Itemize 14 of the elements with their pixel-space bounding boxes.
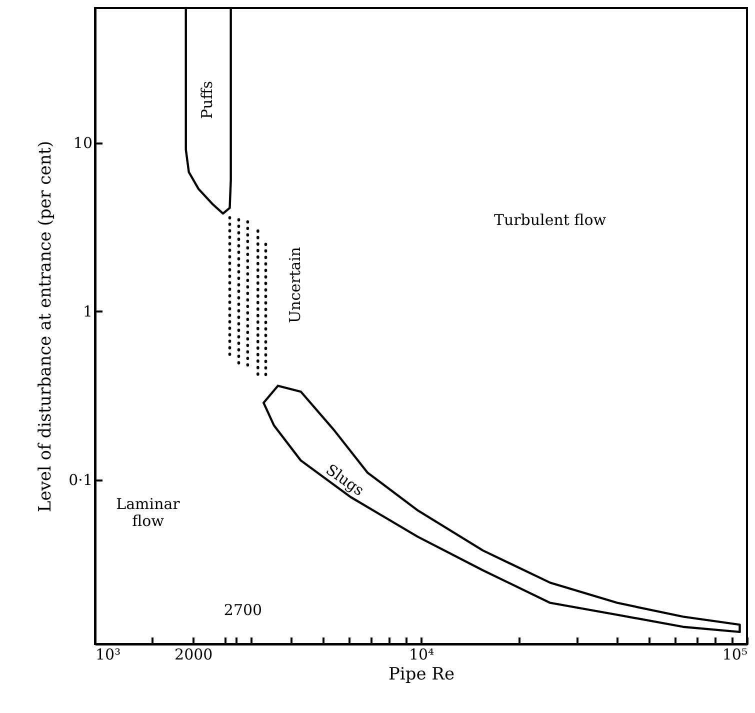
annotation: 2700 <box>224 601 262 619</box>
x-tick-label: 10³ <box>96 646 121 664</box>
annotation: Uncertain <box>286 246 304 324</box>
x-axis-title: Pipe Re <box>388 664 455 684</box>
y-tick-label: 10 <box>73 134 92 152</box>
x-tick-label: 10⁴ <box>408 646 434 664</box>
y-axis-title: Level of disturbance at entrance (per cent) <box>36 140 56 512</box>
x-tick-label: 2000 <box>174 646 213 664</box>
annotation: Turbulent flow <box>494 211 606 229</box>
y-tick-label: 0·1 <box>68 471 92 490</box>
y-tick-label: 1 <box>82 302 92 321</box>
x-tick-label: 10⁵ <box>722 646 748 664</box>
annotation: Puffs <box>198 80 216 120</box>
annotation: Laminar flow <box>116 495 181 530</box>
